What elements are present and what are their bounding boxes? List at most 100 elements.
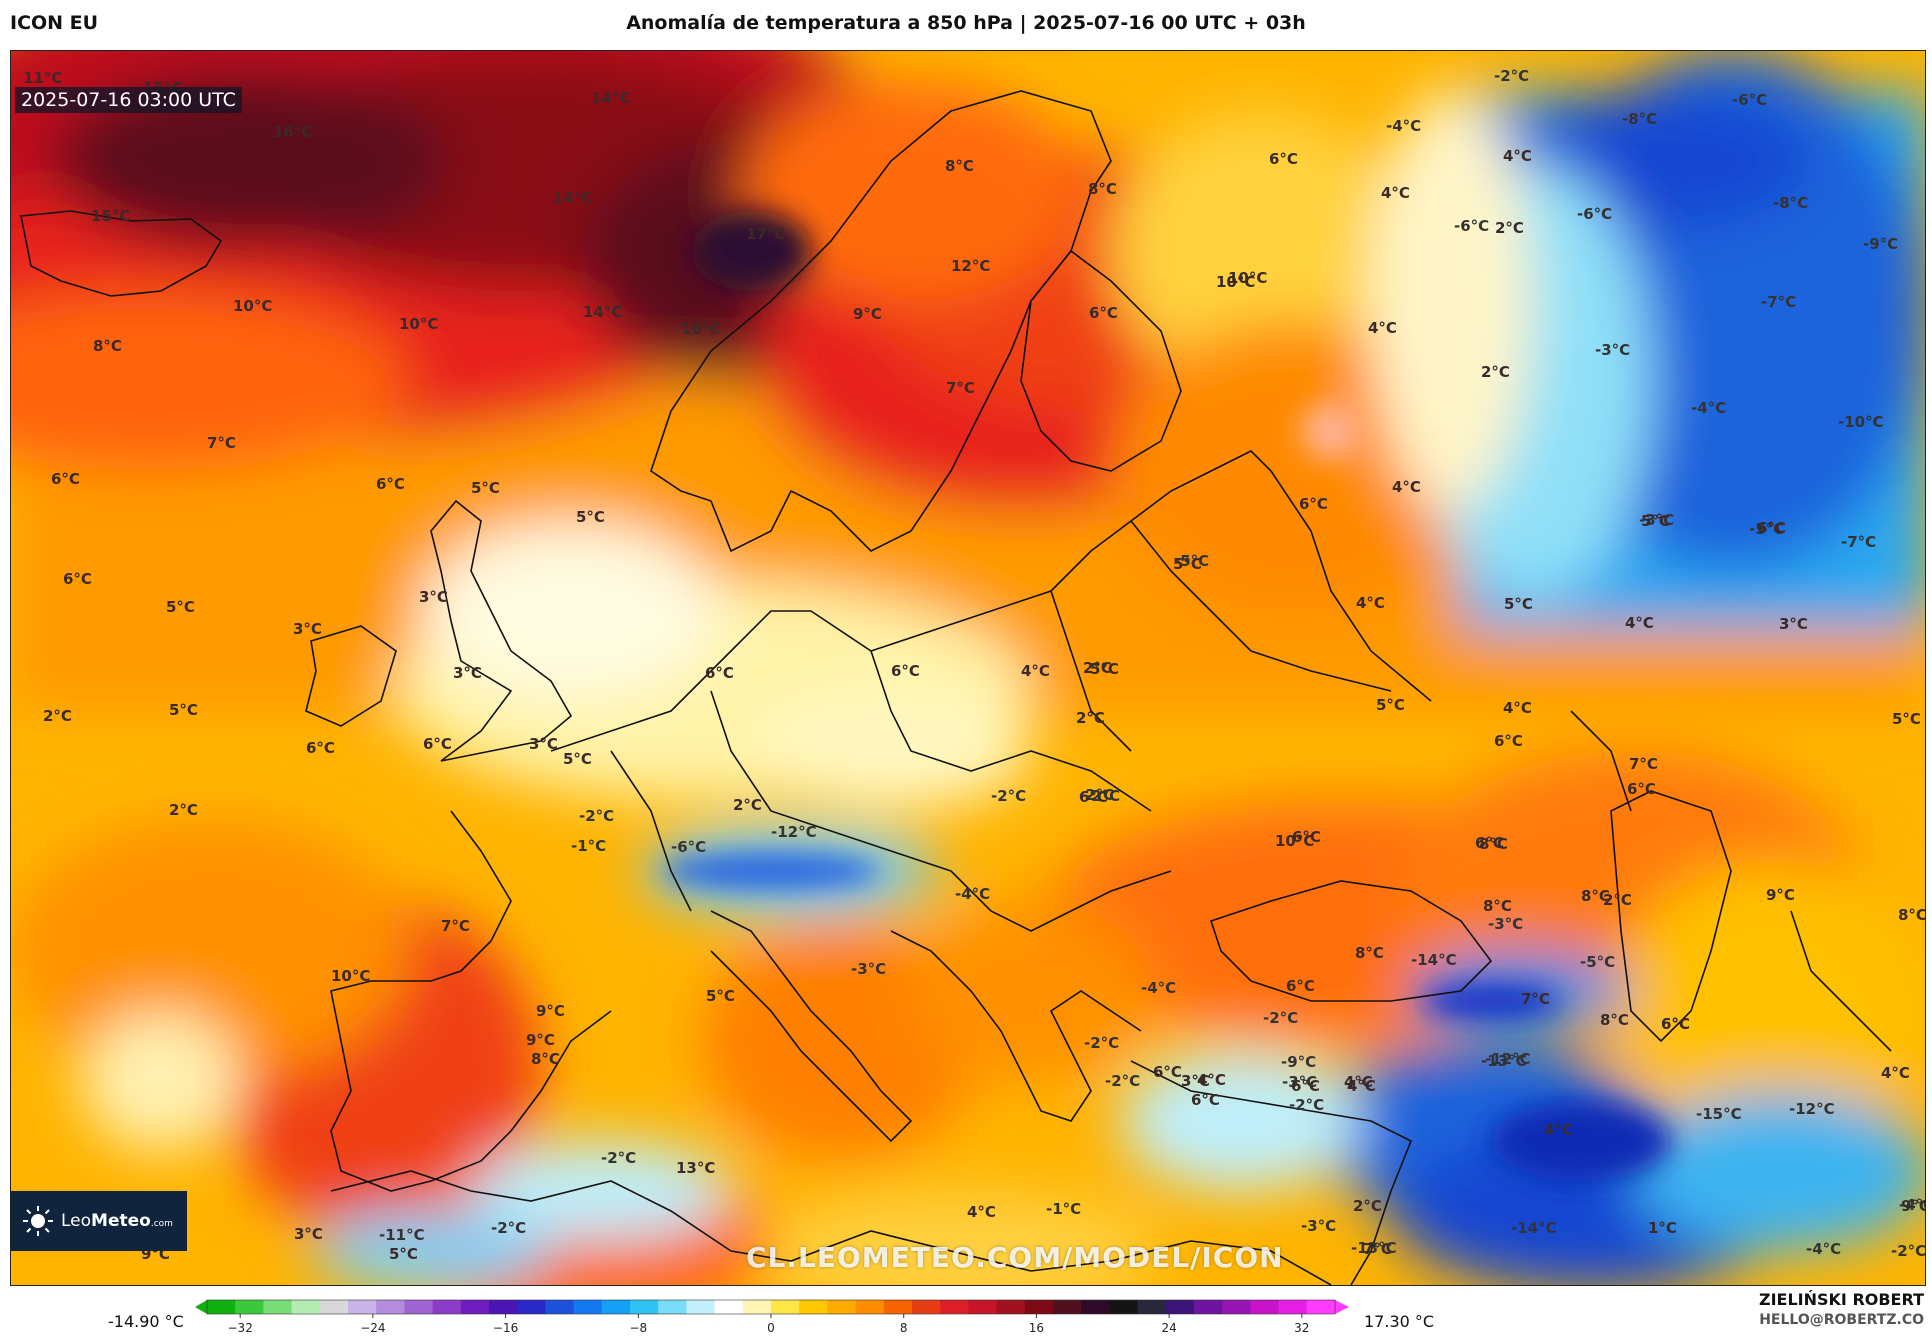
colorbar-segment (1306, 1300, 1336, 1314)
colorbar-tick-label: 8 (900, 1321, 908, 1335)
colorbar-segment (207, 1300, 236, 1314)
temperature-label: 6°C (1475, 834, 1504, 852)
temperature-label: 9°C (526, 1031, 555, 1049)
temperature-label: -5°C (1174, 552, 1209, 570)
temperature-label: 5°C (1892, 710, 1921, 728)
temperature-label: 4°C (1544, 1121, 1573, 1139)
temperature-label: 3°C (293, 620, 322, 638)
temperature-label: 4°C (1881, 1064, 1910, 1082)
temperature-label: 7°C (1629, 755, 1658, 773)
temperature-label: 7°C (441, 917, 470, 935)
temperature-label: 17°C (746, 225, 785, 243)
temperature-label: -8°C (1773, 194, 1808, 212)
colorbar-segment (263, 1300, 293, 1314)
temperature-label: 10°C (1275, 832, 1314, 850)
temperature-label: 6°C (376, 475, 405, 493)
temperature-label: -13°C (1481, 1052, 1527, 1070)
temperature-label: -2°C (1263, 1009, 1298, 1027)
temperature-label: 5°C (169, 701, 198, 719)
temperature-label: -2°C (1105, 1072, 1140, 1090)
temperature-label: 6°C (891, 662, 920, 680)
temperature-label: -3°C (1282, 1073, 1317, 1091)
temperature-label: 2°C (1083, 659, 1112, 677)
temperature-label: 8°C (93, 337, 122, 355)
temperature-label: -4°C (1386, 117, 1421, 135)
temperature-label: 5°C (1173, 555, 1202, 573)
temperature-label: 12°C (951, 257, 990, 275)
colorbar-segment (630, 1300, 659, 1314)
colorbar-segment (1137, 1300, 1167, 1314)
temperature-label: 4°C (1503, 147, 1532, 165)
colorbar-tick-label: 0 (767, 1321, 775, 1335)
temperature-label: 4°C (967, 1203, 996, 1221)
temperature-label: 3°C (529, 735, 558, 753)
temperature-label: 5°C (576, 508, 605, 526)
temperature-label: -4°C (955, 885, 990, 903)
temperature-label: 9°C (853, 305, 882, 323)
temperature-anomaly-map: 11°C15°C14°C16°C14°C15°C17°C10°C10°C14°C… (11, 51, 1925, 1285)
temperature-label: 10°C (1216, 273, 1255, 291)
temperature-label: 6°C (705, 664, 734, 682)
temperature-label: 3°C (453, 664, 482, 682)
colorbar-segment (517, 1300, 546, 1314)
temperature-label: 6°C (1757, 519, 1786, 537)
temperature-label: 6°C (1494, 732, 1523, 750)
temperature-label: -2°C (1891, 1242, 1925, 1260)
temperature-label: 11°C (23, 69, 62, 87)
temperature-label: 2°C (733, 796, 762, 814)
temperature-label: -14°C (1511, 1219, 1557, 1237)
colorbar-segment (912, 1300, 941, 1314)
temperature-label: -2°C (991, 787, 1026, 805)
temperature-label: -10°C (1838, 413, 1884, 431)
colorbar-segment (771, 1300, 800, 1314)
temperature-labels: 11°C15°C14°C16°C14°C15°C17°C10°C10°C14°C… (23, 67, 1925, 1263)
temperature-label: -4°C (1691, 399, 1726, 417)
temperature-label: 9°C (1901, 1197, 1925, 1215)
temperature-label: 9°C (536, 1002, 565, 1020)
temperature-label: 3°C (294, 1225, 323, 1243)
colorbar-tick-label: 24 (1161, 1321, 1176, 1335)
temperature-label: 4°C (1344, 1073, 1373, 1091)
temperature-label: -2°C (1289, 1096, 1324, 1114)
colorbar-segment (404, 1300, 434, 1314)
temperature-label: 6°C (51, 470, 80, 488)
temperature-label: -3°C (1639, 511, 1674, 529)
map-panel: 11°C15°C14°C16°C14°C15°C17°C10°C10°C14°C… (10, 50, 1926, 1286)
temperature-label: -3°C (851, 960, 886, 978)
temperature-label: 6°C (1286, 977, 1315, 995)
temperature-label: 1°C (1648, 1219, 1677, 1237)
temperature-label: 7°C (1521, 990, 1550, 1008)
colorbar-segment (601, 1300, 631, 1314)
colorbar-segment (1278, 1300, 1308, 1314)
leometeo-logo[interactable]: LeoMeteo.com (11, 1191, 187, 1251)
temperature-label: -2°C (1494, 67, 1529, 85)
temperature-label: -14°C (1411, 951, 1457, 969)
temperature-label: -2°C (1079, 786, 1114, 804)
colorbar-segment (1109, 1300, 1139, 1314)
colorbar-segment (291, 1300, 321, 1314)
temperature-label: -6°C (1732, 91, 1767, 109)
temperature-label: 2°C (1076, 709, 1105, 727)
temperature-label: 8°C (1898, 906, 1925, 924)
temperature-label: 8°C (1483, 897, 1512, 915)
temperature-label: 10°C (399, 315, 438, 333)
temperature-label: -2°C (491, 1219, 526, 1237)
temperature-label: 5°C (389, 1245, 418, 1263)
source-watermark: CL.LEOMETEO.COM/MODEL/ICON (746, 1241, 1284, 1274)
colorbar-tick-label: −24 (360, 1321, 385, 1335)
colorbar-segment (996, 1300, 1026, 1314)
temperature-label: -6°C (1454, 217, 1489, 235)
anomaly-field (11, 51, 1925, 1285)
colorbar-segment (940, 1300, 969, 1314)
colorbar-segment (545, 1300, 575, 1314)
temperature-label: -7°C (1841, 533, 1876, 551)
author-email[interactable]: HELLO@ROBERTZ.CO (1759, 1312, 1924, 1328)
temperature-label: 14°C (553, 189, 592, 207)
temperature-label: -3°C (1595, 341, 1630, 359)
colorbar-segment (686, 1300, 716, 1314)
temperature-label: 2°C (43, 707, 72, 725)
colorbar-tick-label: −16 (493, 1321, 518, 1335)
colorbar-segment (1053, 1300, 1082, 1314)
colorbar: −32 −24 −16 −8 0 8 16 24 32 (195, 1299, 1349, 1335)
temperature-label: 10°C (233, 297, 272, 315)
